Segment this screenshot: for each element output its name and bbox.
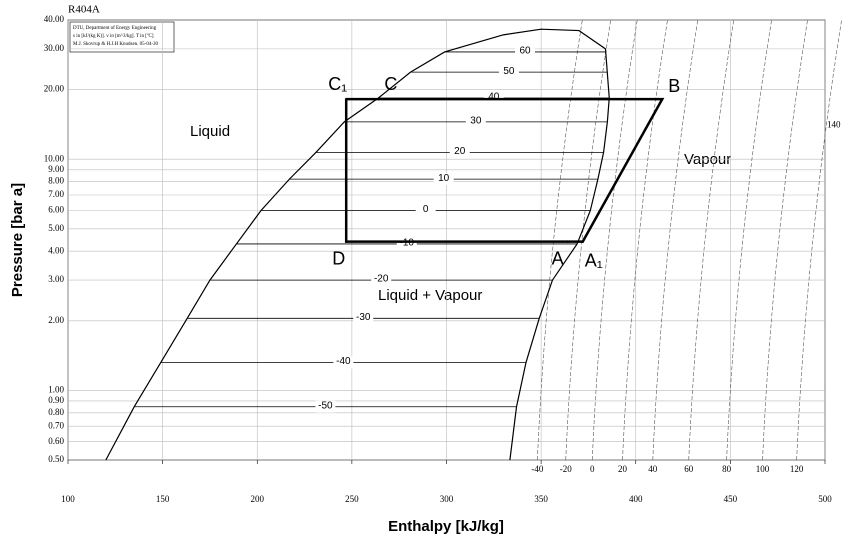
region-label: Liquid xyxy=(190,123,230,140)
x-axis-title: Enthalpy [kJ/kg] xyxy=(388,518,504,535)
x-tick-label: 400 xyxy=(629,494,643,504)
y-tick-label: 0.90 xyxy=(48,395,64,405)
superheat-label: 140 xyxy=(827,119,841,129)
x-tick-label: 350 xyxy=(534,494,548,504)
chart-title: R404A xyxy=(68,4,100,16)
x-tick-label: 200 xyxy=(251,494,265,504)
isotherm-label-bg xyxy=(449,146,470,159)
x-tick-label: 100 xyxy=(61,494,75,504)
y-tick-label: 30.00 xyxy=(44,43,65,53)
isotherm-label: 20 xyxy=(454,146,466,157)
cycle-point xyxy=(344,240,348,243)
y-tick-label: 0.50 xyxy=(48,454,64,464)
info-frame xyxy=(69,21,175,53)
superheat-label: 40 xyxy=(648,464,658,474)
x-tick-label: 300 xyxy=(440,494,454,504)
y-tick-label: 4.00 xyxy=(48,245,64,255)
y-tick-label: 20.00 xyxy=(44,84,65,94)
isotherm-label: -40 xyxy=(336,356,351,367)
isotherm-label-bg xyxy=(371,274,392,287)
superheat-label: 80 xyxy=(722,464,732,474)
y-tick-label: 10.00 xyxy=(44,153,65,163)
superheat-label: -40 xyxy=(531,464,543,474)
info-line: DTU, Department of Energy Engineering xyxy=(73,26,157,31)
isotherm-label-bg xyxy=(415,204,436,217)
superheat-isotherm xyxy=(591,19,638,461)
isotherm-label-bg xyxy=(333,356,354,369)
superheat-label: 60 xyxy=(684,464,694,474)
isotherm-label: 40 xyxy=(488,92,500,103)
superheat-isotherm xyxy=(622,19,668,461)
superheat-label: -20 xyxy=(560,464,572,474)
y-tick-label: 1.00 xyxy=(48,384,64,394)
isotherm-label-bg xyxy=(515,45,536,58)
y-tick-label: 2.00 xyxy=(48,315,64,325)
isotherm-label-bg xyxy=(465,115,486,128)
isotherm-label: 30 xyxy=(470,116,482,127)
cycle-point xyxy=(566,240,569,243)
cycle-point xyxy=(581,240,584,243)
y-tick-label: 3.00 xyxy=(48,274,64,284)
point-label: B xyxy=(668,76,680,96)
isotherm-label-bg xyxy=(433,173,454,186)
isotherm-label: -30 xyxy=(356,312,371,323)
cycle-point xyxy=(377,97,380,101)
info-line: s in [kJ/(kg K)]. v in [m^3/kg]. T in [º… xyxy=(73,33,154,39)
x-tick-label: 500 xyxy=(818,494,832,504)
x-tick-label: 250 xyxy=(345,494,359,504)
cycle xyxy=(344,97,665,243)
superheat-label: 120 xyxy=(790,464,804,474)
superheat-isotherm xyxy=(726,19,772,461)
point-label: A₁ xyxy=(585,250,603,270)
info-box: DTU, Department of Energy Engineering s … xyxy=(69,21,175,53)
superheat-isotherm xyxy=(796,19,842,461)
point-label: C₁ xyxy=(328,74,347,94)
info-line: M.J. Skovrup & H.J.H Knudsen. 05-04-30 xyxy=(73,42,159,47)
y-tick-label: 7.00 xyxy=(48,189,64,199)
cycle-point xyxy=(344,97,348,101)
region-label: Liquid + Vapour xyxy=(378,287,482,304)
y-tick-label: 9.00 xyxy=(48,164,64,174)
superheat-isotherm xyxy=(565,19,612,461)
y-tick-label: 0.60 xyxy=(48,436,64,446)
superheat-isotherm xyxy=(652,19,699,461)
isotherm-label-bg xyxy=(353,312,374,325)
superheat-label: 100 xyxy=(756,464,770,474)
superheat-label: 20 xyxy=(618,464,628,474)
y-tick-label: 0.70 xyxy=(48,420,64,430)
y-tick-label: 40.00 xyxy=(44,14,65,24)
isotherm-label: -20 xyxy=(374,274,389,285)
isotherm-label: 50 xyxy=(503,66,515,77)
y-axis-title: Pressure [bar a] xyxy=(9,183,26,297)
point-label: C xyxy=(384,74,397,94)
y-tick-label: 8.00 xyxy=(48,176,64,186)
isotherm-label-bg xyxy=(498,66,519,79)
superheat-isotherm xyxy=(537,19,583,461)
y-tick-label: 0.80 xyxy=(48,407,64,417)
saturation-dome xyxy=(105,28,610,461)
x-tick-label: 150 xyxy=(156,494,170,504)
superheat-label: 0 xyxy=(590,464,595,474)
point-label: D xyxy=(332,248,345,268)
isotherm-label: -10 xyxy=(400,238,415,249)
isotherm-label-bg xyxy=(315,400,336,413)
superheat-isotherm xyxy=(688,19,735,461)
y-tick-label: 6.00 xyxy=(48,205,64,215)
y-tick-label: 5.00 xyxy=(48,223,64,233)
point-label: A xyxy=(552,248,564,268)
isotherm-label: 0 xyxy=(423,204,429,215)
isotherm-label: 10 xyxy=(438,173,450,184)
x-tick-label: 450 xyxy=(724,494,738,504)
superheat-isotherm xyxy=(762,19,808,461)
cycle-point xyxy=(661,97,664,101)
isotherm-label: -50 xyxy=(318,400,333,411)
isotherm-label: 60 xyxy=(519,46,531,57)
